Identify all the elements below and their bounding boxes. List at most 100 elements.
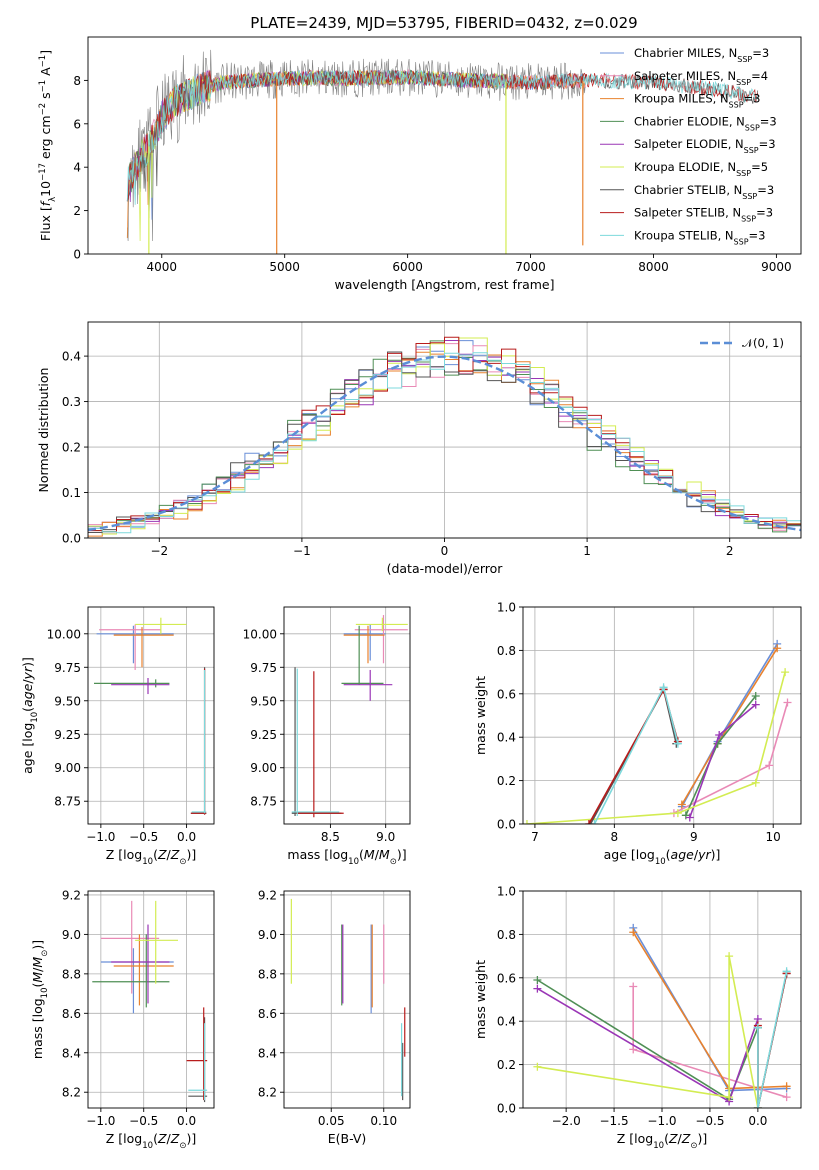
x-axis-label: E(B-V) xyxy=(328,1131,367,1146)
x-axis-label: mass [log10(M/M⊙)] xyxy=(287,847,406,867)
x-tick-label: 0 xyxy=(441,544,449,558)
plot-area xyxy=(126,49,759,254)
axes-frame xyxy=(87,890,215,1109)
y-axis-label: age [log10(age/yr)] xyxy=(20,657,40,774)
y-tick-label: 8.8 xyxy=(62,967,81,981)
y-tick-label: 9.0 xyxy=(258,928,277,942)
x-tick-label: 9.0 xyxy=(376,830,395,844)
y-tick-label: 0.0 xyxy=(62,532,81,546)
weight-point-marker xyxy=(783,698,792,707)
weight-point-marker xyxy=(533,984,542,993)
y-tick-label: 9.0 xyxy=(62,928,81,942)
y-tick-label: 0.4 xyxy=(497,1015,516,1029)
y-tick-label: 9.00 xyxy=(54,761,81,775)
plot-area xyxy=(92,900,208,1103)
y-tick-label: 8.2 xyxy=(62,1086,81,1100)
x-tick-label: 1 xyxy=(583,544,591,558)
weight-point-marker xyxy=(533,975,542,984)
y-tick-label: 10.00 xyxy=(47,627,81,641)
axes-front: −1.0 −0.5 0.0 8.75 9.00 9.25 9.50 9.75 10.00 Z [l… xyxy=(20,606,215,867)
y-tick-label: 8.6 xyxy=(258,1007,277,1021)
y-tick-label: 4 xyxy=(73,161,81,175)
y-tick-label: 8.2 xyxy=(258,1086,277,1100)
weight-point-marker xyxy=(765,761,774,770)
x-tick-label: 4000 xyxy=(146,260,177,274)
x-tick-label: 8 xyxy=(611,830,619,844)
x-tick-label: −2 xyxy=(150,544,168,558)
y-axis-label: mass weight xyxy=(473,960,488,1039)
model-line-kroupa-stelib xyxy=(126,69,759,205)
x-tick-label: −1 xyxy=(293,544,311,558)
panel-mass_vs_ebv: 0.05 0.10 8.2 8.4 8.6 8.8 9.0 9.2 E(B-V) xyxy=(258,888,411,1146)
x-axis-label: age [log10(age/yr)] xyxy=(604,847,721,867)
y-tick-label: 8.4 xyxy=(62,1046,81,1060)
weight-point-marker xyxy=(753,1104,762,1108)
weight-point-marker xyxy=(685,813,694,822)
y-tick-label: 0 xyxy=(73,248,81,262)
panel-age_vs_mass: 8.5 9.0 8.75 9.00 9.25 9.50 9.75 10.00 mass [log… xyxy=(243,606,411,867)
legend-label: Chabrier MILES, NSSP=3 xyxy=(634,46,769,64)
plot-area xyxy=(533,923,791,1108)
plot-area xyxy=(94,617,207,815)
y-tick-label: 0.2 xyxy=(62,441,81,455)
y-tick-label: 9.25 xyxy=(54,728,81,742)
axes-frame xyxy=(283,606,411,825)
axes-front: 4000 5000 6000 7000 8000 9000 0 2 4 6 8 wavelength … xyxy=(38,36,802,292)
x-tick-label: 9 xyxy=(690,830,698,844)
weight-point-marker xyxy=(725,952,734,961)
x-tick-label: −0.5 xyxy=(695,1114,724,1128)
normal-distribution-curve xyxy=(88,355,801,532)
y-tick-label: 1.0 xyxy=(497,885,516,899)
y-tick-label: 8.6 xyxy=(62,1007,81,1021)
legend-label: Chabrier ELODIE, NSSP=3 xyxy=(634,114,777,131)
y-tick-label: 0.8 xyxy=(497,644,516,658)
model-line-chabrier-miles xyxy=(126,69,586,220)
y-axis-label: mass [log10(M/M⊙)] xyxy=(30,940,50,1059)
panel-weight_vs_Z: −2.0 −1.5 −1.0 −0.5 0.0 0.0 0.2 0.4 0.6 0.8 1.0 Z [… xyxy=(473,885,802,1151)
weight-point-marker xyxy=(523,820,531,824)
y-tick-label: 9.75 xyxy=(250,661,277,675)
x-tick-label: −1.0 xyxy=(86,1114,115,1128)
weight-point-marker xyxy=(673,739,682,748)
y-tick-label: 0.8 xyxy=(497,928,516,942)
y-axis-label: mass weight xyxy=(473,676,488,755)
axes-front: −2 −1 0 1 2 0.0 0.1 0.2 0.3 0.4 (data-model)/error… xyxy=(36,321,802,576)
x-tick-label: 10 xyxy=(766,830,781,844)
x-tick-label: −1.5 xyxy=(599,1114,628,1128)
x-tick-label: −1.0 xyxy=(86,830,115,844)
x-tick-label: −1.0 xyxy=(647,1114,676,1128)
weight-point-marker xyxy=(725,1093,734,1102)
y-axis-label: Flux [fλ10−17 erg cm−2 s−1 A−1] xyxy=(38,50,58,241)
y-tick-label: 8 xyxy=(73,74,81,88)
x-tick-label: 2 xyxy=(726,544,734,558)
legend-label: 𝒩(0, 1) xyxy=(742,336,784,350)
x-tick-label: 6000 xyxy=(392,260,423,274)
weight-point-marker xyxy=(629,1045,638,1054)
weight-point-marker xyxy=(781,668,790,677)
x-tick-label: 7 xyxy=(531,830,539,844)
axes-frame xyxy=(522,606,802,825)
y-tick-label: 9.75 xyxy=(54,661,81,675)
x-tick-label: 9000 xyxy=(761,260,792,274)
legend-label: Salpeter ELODIE, NSSP=3 xyxy=(634,137,776,155)
y-tick-label: 9.25 xyxy=(250,728,277,742)
axes-front: 8.5 9.0 8.75 9.00 9.25 9.50 9.75 10.00 mass [log… xyxy=(243,606,411,867)
legend-label: Kroupa MILES, NSSP=3 xyxy=(634,92,760,110)
y-tick-label: 8.4 xyxy=(258,1046,277,1060)
y-tick-label: 9.50 xyxy=(54,694,81,708)
histogram-kroupa-stelib xyxy=(88,352,801,534)
legend: Chabrier MILES, NSSP=3 Salpeter MILES, NS… xyxy=(600,46,777,246)
legend-label: Kroupa STELIB, NSSP=3 xyxy=(634,228,765,246)
axes-front: −1.0 −0.5 0.0 8.2 8.4 8.6 8.8 9.0 9.2 Z [log10(Z/… xyxy=(30,888,215,1151)
y-tick-label: 0.0 xyxy=(497,1102,516,1116)
weight-line-kroupa-elodie xyxy=(537,955,759,1108)
chart-title: PLATE=2439, MJD=53795, FIBERID=0432, z=0… xyxy=(250,14,637,32)
y-tick-label: 0.2 xyxy=(497,774,516,788)
model-line-chabrier-stelib xyxy=(126,70,759,219)
y-tick-label: 0.4 xyxy=(62,350,81,364)
x-tick-label: −0.5 xyxy=(129,830,158,844)
y-tick-label: 0.4 xyxy=(497,731,516,745)
weight-point-marker xyxy=(773,644,782,653)
weight-point-marker xyxy=(629,982,638,991)
